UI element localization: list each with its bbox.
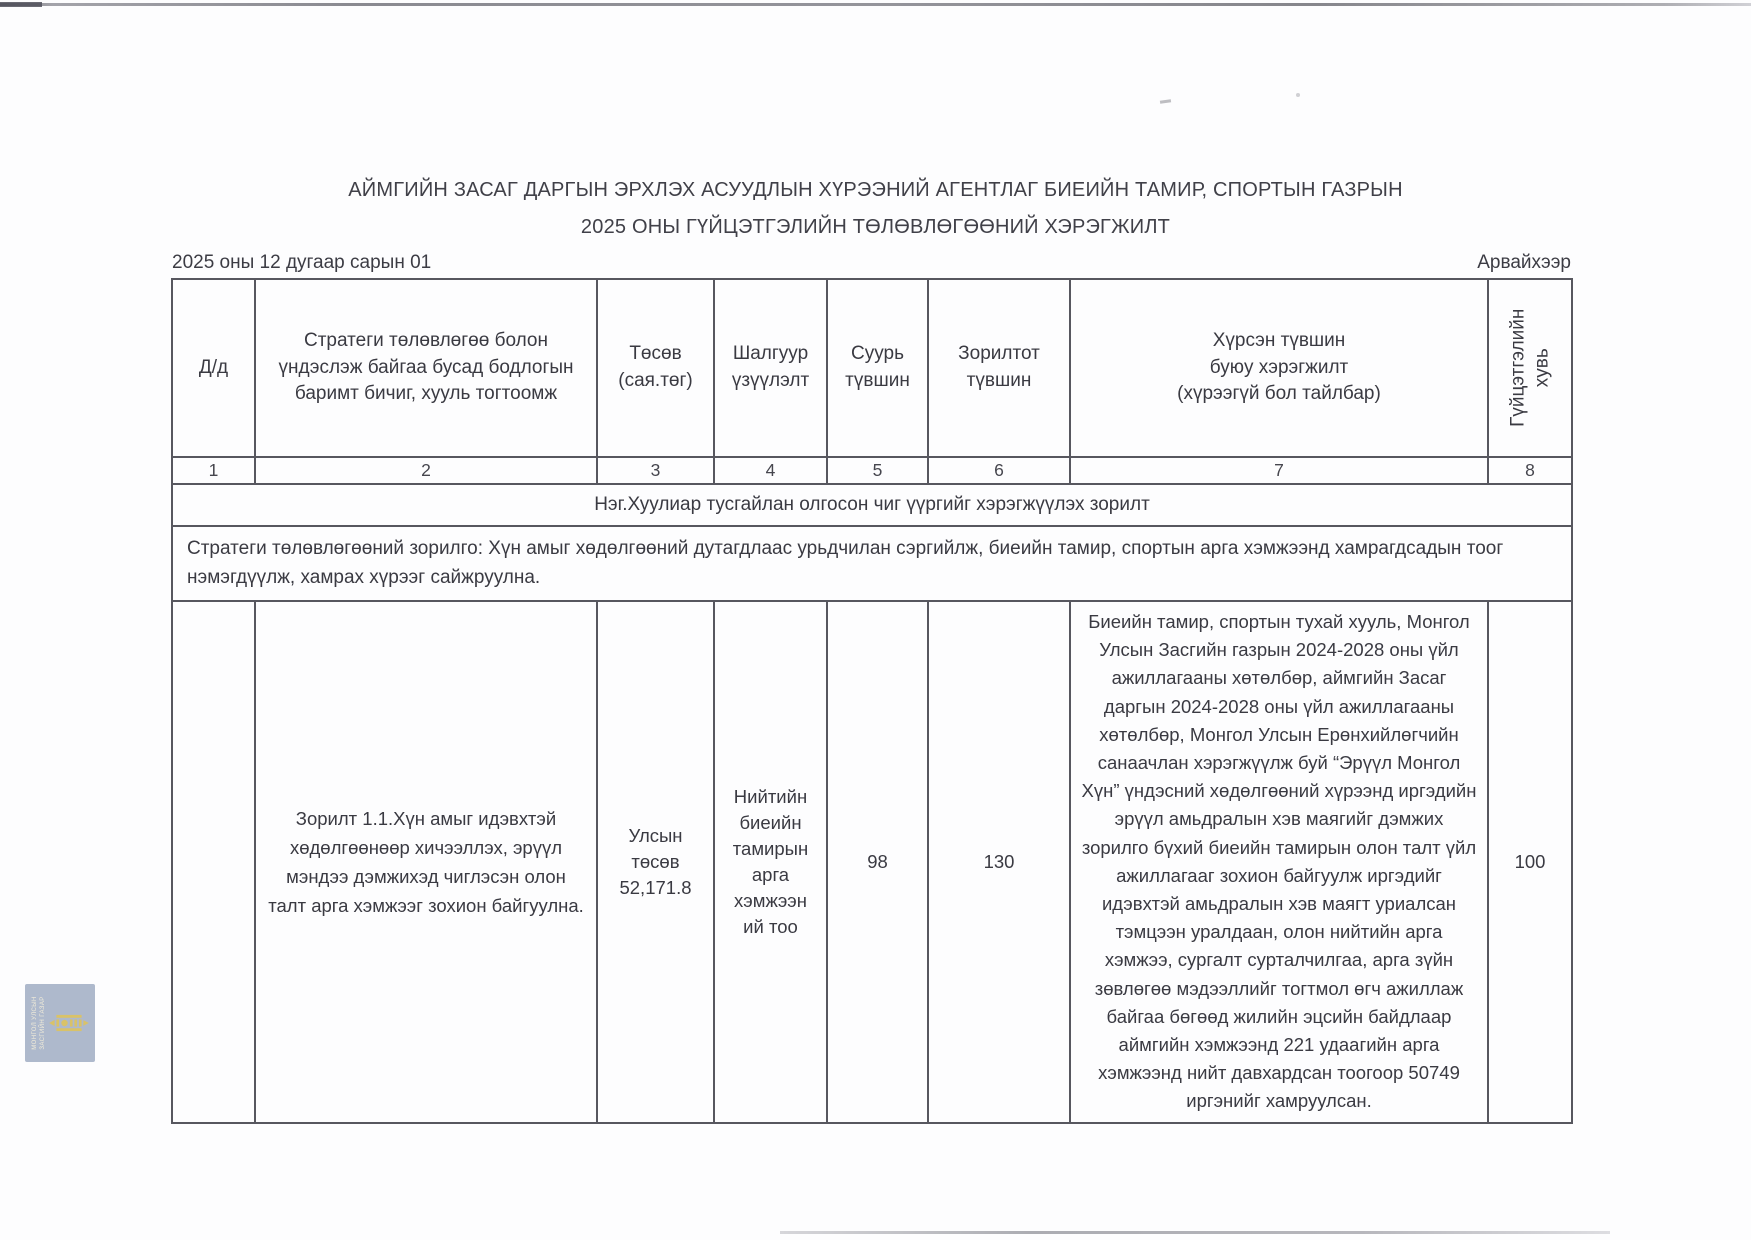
table-header-row: Д/д Стратеги төлөвлөгөө болон үндэслэж б…	[171, 278, 1573, 458]
document-location: Арвайхээр	[1477, 252, 1571, 273]
document-title: АЙМГИЙН ЗАСАГ ДАРГЫН ЭРХЛЭХ АСУУДЛЫН ХҮР…	[348, 179, 1403, 238]
column-number: 8	[1487, 456, 1573, 485]
vertical-header-wrap: Гүйцэтгэлийн хувь	[1489, 282, 1571, 454]
column-number-row: 1 2 3 4 5 6 7 8	[171, 456, 1573, 485]
header-cell-target-level: Зорилтот түвшин	[927, 278, 1071, 458]
cell-completion-percent: 100	[1487, 600, 1573, 1124]
column-number: 6	[927, 456, 1071, 485]
stamp-rotated-content: МОНГОЛ УЛСЫН ЗАСГИЙН ГАЗАР	[25, 984, 95, 1062]
scan-speck	[1159, 99, 1172, 104]
cell-row-number	[171, 600, 256, 1124]
soyombo-emblem-icon	[49, 1014, 89, 1032]
cell-indicator: Нийтийн биеийн тамирын арга хэмжээн ий т…	[713, 600, 828, 1124]
section-title-row: Нэг.Хуулиар тусгайлан олгосон чиг үүргий…	[171, 483, 1573, 527]
column-number: 4	[713, 456, 828, 485]
document-date: 2025 оны 12 дугаар сарын 01	[172, 252, 432, 273]
section-title: Нэг.Хуулиар тусгайлан олгосон чиг үүргий…	[171, 483, 1573, 527]
cell-goal: Зорилт 1.1.Хүн амыг идэвхтэй хөдөлгөөнөө…	[254, 600, 598, 1124]
performance-table: Д/д Стратеги төлөвлөгөө болон үндэслэж б…	[171, 278, 1573, 1124]
government-stamp: МОНГОЛ УЛСЫН ЗАСГИЙН ГАЗАР	[25, 984, 95, 1062]
scan-artifact-bottom-line	[780, 1231, 1610, 1234]
header-cell-achieved-level: Хүрсэн түвшин буюу хэрэгжилт (хүрээгүй б…	[1069, 278, 1489, 458]
header-cell-base-level: Суурь түвшин	[826, 278, 929, 458]
header-cell-budget: Төсөв (сая.төг)	[596, 278, 715, 458]
column-number: 2	[254, 456, 598, 485]
date-row: 2025 оны 12 дугаар сарын 01 Арвайхээр	[172, 252, 1571, 274]
header-cell-strategy-docs: Стратеги төлөвлөгөө болон үндэслэж байга…	[254, 278, 598, 458]
vertical-header-label: Гүйцэтгэлийн хувь	[1507, 308, 1552, 428]
strategy-goal-row: Стратеги төлөвлөгөөний зорилго: Хүн амыг…	[171, 525, 1573, 602]
cell-base-level: 98	[826, 600, 929, 1124]
header-cell-number: Д/д	[171, 278, 256, 458]
cell-achievement: Биеийн тамир, спортын тухай хууль, Монго…	[1069, 600, 1489, 1124]
table-row: Зорилт 1.1.Хүн амыг идэвхтэй хөдөлгөөнөө…	[171, 600, 1573, 1124]
scan-artifact-corner	[0, 2, 42, 7]
column-number: 1	[171, 456, 256, 485]
cell-target-level: 130	[927, 600, 1071, 1124]
stamp-label: МОНГОЛ УЛСЫН ЗАСГИЙН ГАЗАР	[32, 996, 46, 1050]
cell-budget: Улсын төсөв 52,171.8	[596, 600, 715, 1124]
strategy-goal-text: Стратеги төлөвлөгөөний зорилго: Хүн амыг…	[171, 525, 1573, 602]
column-number: 3	[596, 456, 715, 485]
scan-speck	[1296, 93, 1300, 97]
header-cell-indicator: Шалгуур үзүүлэлт	[713, 278, 828, 458]
column-number: 7	[1069, 456, 1489, 485]
column-number: 5	[826, 456, 929, 485]
header-cell-completion-percent: Гүйцэтгэлийн хувь	[1487, 278, 1573, 458]
scan-artifact-top-line	[0, 3, 1751, 6]
